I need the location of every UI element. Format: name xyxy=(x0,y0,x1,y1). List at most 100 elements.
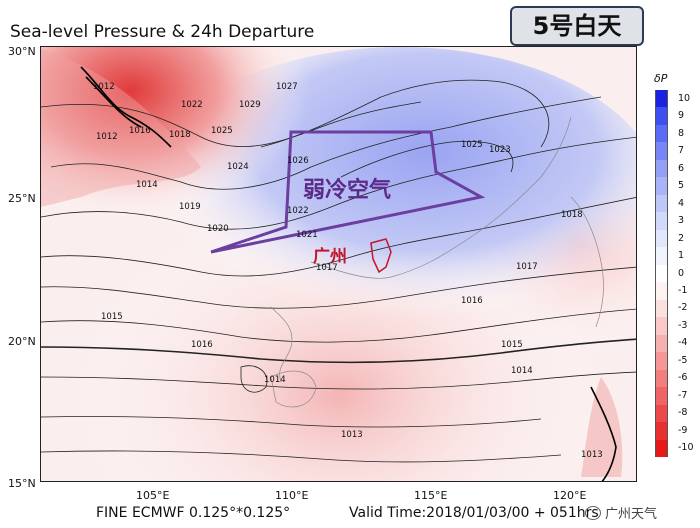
colorbar-swatch xyxy=(655,177,668,196)
svg-text:1013: 1013 xyxy=(341,430,363,440)
colorbar-tick-label: -2 xyxy=(678,302,688,314)
colorbar-tick-label: 3 xyxy=(678,215,685,227)
colorbar-tick-label: -6 xyxy=(678,372,688,384)
colorbar-tick-label: 6 xyxy=(678,162,685,174)
colorbar-tick-label: 0 xyxy=(678,267,685,279)
colorbar-tick-label: 2 xyxy=(678,232,685,244)
svg-text:1020: 1020 xyxy=(207,224,229,234)
colorbar-swatch xyxy=(655,369,668,388)
colorbar-swatch xyxy=(655,194,668,213)
colorbar-tick-label: 5 xyxy=(678,180,685,192)
colorbar-swatch xyxy=(655,159,668,178)
terrain-contours xyxy=(80,66,617,481)
colorbar-tick-label: 9 xyxy=(678,110,685,122)
colorbar-tick-label: -7 xyxy=(678,389,688,401)
svg-text:1019: 1019 xyxy=(179,202,201,212)
svg-text:1012: 1012 xyxy=(96,132,118,142)
model-label: FINE ECMWF 0.125°*0.125° xyxy=(96,505,291,521)
colorbar-tick-label: -3 xyxy=(678,319,688,331)
svg-text:1013: 1013 xyxy=(581,450,603,460)
isobar-labels: 1012 1022 1027 1016 1018 1029 1025 1024 … xyxy=(93,82,603,460)
svg-text:1018: 1018 xyxy=(561,210,583,220)
city-label: 广州 xyxy=(313,246,347,267)
svg-text:1023: 1023 xyxy=(489,145,511,155)
coastlines xyxy=(270,116,604,408)
chart-title: Sea-level Pressure & 24h Departure xyxy=(10,22,315,42)
colorbar-swatch xyxy=(655,404,668,423)
colorbar-swatch xyxy=(655,299,668,318)
period-badge: 5号白天 xyxy=(510,6,644,46)
colorbar-swatch xyxy=(655,264,668,283)
isobars xyxy=(41,79,636,463)
colorbar xyxy=(655,90,668,458)
colorbar-tick-label: -5 xyxy=(678,354,688,366)
svg-text:1029: 1029 xyxy=(239,100,261,110)
colorbar-swatch xyxy=(655,247,668,266)
svg-text:1025: 1025 xyxy=(211,126,233,136)
colorbar-tick-label: -8 xyxy=(678,407,688,419)
colorbar-tick-label: 1 xyxy=(678,250,685,262)
svg-text:1021: 1021 xyxy=(296,230,318,240)
cold-air-arrow xyxy=(210,130,486,254)
colorbar-swatch xyxy=(655,317,668,336)
colorbar-tick-label: -4 xyxy=(678,337,688,349)
colorbar-tick-label: 7 xyxy=(678,145,685,157)
colorbar-swatch xyxy=(655,142,668,161)
colorbar-swatch xyxy=(655,229,668,248)
watermark: 广州天气 xyxy=(585,503,657,522)
colorbar-swatch xyxy=(655,439,668,458)
lat-label-15n: 15°N xyxy=(8,477,36,490)
lon-label-105e: 105°E xyxy=(136,489,170,502)
svg-text:1027: 1027 xyxy=(276,82,298,92)
valid-time-label: Valid Time:2018/01/03/00 + 051hrs xyxy=(349,505,599,521)
colorbar-tick-label: 10 xyxy=(678,92,691,104)
wechat-icon xyxy=(585,506,601,520)
pressure-map: 弱冷空气 广州 1012 1022 1027 1016 1018 1029 10… xyxy=(40,46,637,482)
colorbar-tick-label: 8 xyxy=(678,127,685,139)
colorbar-swatch xyxy=(655,124,668,143)
lon-label-120e: 120°E xyxy=(553,489,587,502)
colorbar-tick-label: -1 xyxy=(678,284,688,296)
map-canvas: 弱冷空气 广州 1012 1022 1027 1016 1018 1029 10… xyxy=(41,47,636,481)
svg-text:1024: 1024 xyxy=(227,162,249,172)
lat-label-20n: 20°N xyxy=(8,335,36,348)
watermark-text: 广州天气 xyxy=(605,507,658,522)
colorbar-swatch xyxy=(655,107,668,126)
svg-text:1016: 1016 xyxy=(129,126,151,136)
svg-text:1014: 1014 xyxy=(511,366,533,376)
svg-text:1026: 1026 xyxy=(287,156,309,166)
svg-text:1022: 1022 xyxy=(287,206,309,216)
svg-text:1012: 1012 xyxy=(93,82,115,92)
colorbar-tick-label: -10 xyxy=(678,442,694,454)
colorbar-tick-label: -9 xyxy=(678,424,688,436)
lon-label-110e: 110°E xyxy=(275,489,309,502)
colorbar-swatch xyxy=(655,334,668,353)
svg-text:1018: 1018 xyxy=(169,130,191,140)
colorbar-swatch xyxy=(655,387,668,406)
svg-text:1014: 1014 xyxy=(136,180,158,190)
departure-northwest xyxy=(41,47,636,481)
terrain-warm-patch xyxy=(41,49,201,207)
cold-air-label: 弱冷空气 xyxy=(303,177,391,203)
svg-text:1025: 1025 xyxy=(461,140,483,150)
taiwan-warm-patch xyxy=(581,377,623,477)
svg-text:1016: 1016 xyxy=(191,340,213,350)
lon-label-115e: 115°E xyxy=(414,489,448,502)
colorbar-swatch xyxy=(655,212,668,231)
lat-label-30n: 30°N xyxy=(8,45,36,58)
colorbar-swatch xyxy=(655,282,668,301)
lat-label-25n: 25°N xyxy=(8,192,36,205)
colorbar-title: δP xyxy=(654,72,668,85)
guangzhou-outline xyxy=(370,238,392,274)
colorbar-swatch xyxy=(655,90,668,108)
svg-text:1017: 1017 xyxy=(516,262,538,272)
svg-text:1017: 1017 xyxy=(316,263,338,273)
colorbar-swatch xyxy=(655,422,668,441)
svg-text:1016: 1016 xyxy=(461,296,483,306)
svg-text:1015: 1015 xyxy=(101,312,123,322)
colorbar-tick-label: 4 xyxy=(678,197,685,209)
svg-text:1015: 1015 xyxy=(501,340,523,350)
svg-text:1014: 1014 xyxy=(264,375,286,385)
svg-text:1022: 1022 xyxy=(181,100,203,110)
colorbar-swatch xyxy=(655,352,668,371)
